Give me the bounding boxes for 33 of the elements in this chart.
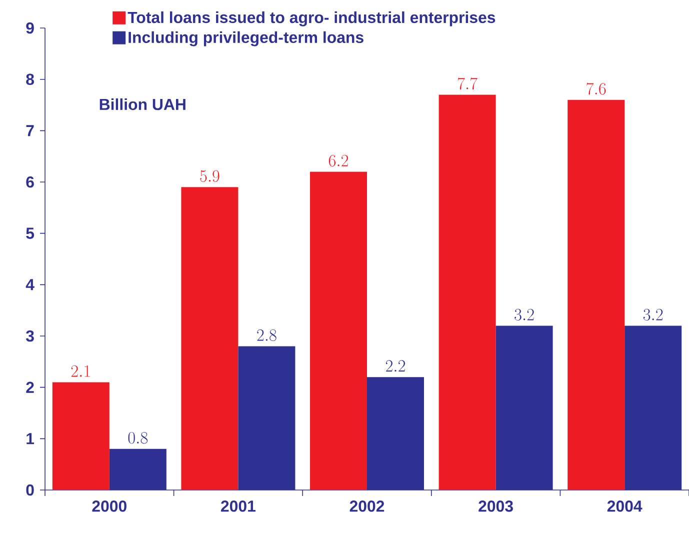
y-axis-title: Billion UAH — [100, 98, 186, 110]
y-tick-label: 8 — [26, 74, 34, 85]
y-tick-label: 4 — [26, 279, 34, 290]
data-label: 6.2 — [328, 154, 348, 167]
y-tick-label: 3 — [26, 330, 34, 342]
legend-label: Total loans issued to agro- industrial enterprises — [128, 11, 496, 26]
bar — [310, 172, 367, 490]
data-label: 2. 1 — [71, 365, 90, 377]
x-tick-label: 2000 — [92, 500, 126, 512]
x-tick-label: 2003 — [478, 500, 513, 512]
y-tick-label: 9 — [26, 22, 34, 34]
y-tick-label: 1 — [26, 433, 34, 444]
x-tick-label: 2002 — [350, 500, 384, 512]
x-tick-label: 2004 — [607, 500, 642, 512]
bar — [438, 94, 496, 490]
y-tick-label: 6 — [26, 176, 34, 188]
data-label: 0.8 — [128, 432, 148, 444]
bar — [568, 100, 625, 490]
bar — [52, 382, 110, 490]
y-tick-label: 7 — [26, 125, 34, 136]
data-label: 7.7 — [458, 78, 478, 90]
y-tick-label: 0 — [26, 484, 34, 496]
data-label: 3.2 — [514, 308, 534, 321]
legend-label: Including privileged-term loans — [128, 31, 364, 46]
bar — [181, 187, 238, 490]
y-tick-label: 2 — [26, 382, 34, 393]
data-label: 2.8 — [257, 329, 276, 342]
data-label: 2.2 — [386, 360, 406, 372]
y-tick-label: 5 — [26, 228, 34, 239]
data-label: 3.2 — [643, 308, 663, 321]
data-label: 5.9 — [200, 170, 220, 182]
data-label: 7.6 — [586, 82, 606, 95]
x-tick-label: 2001 — [221, 500, 256, 512]
